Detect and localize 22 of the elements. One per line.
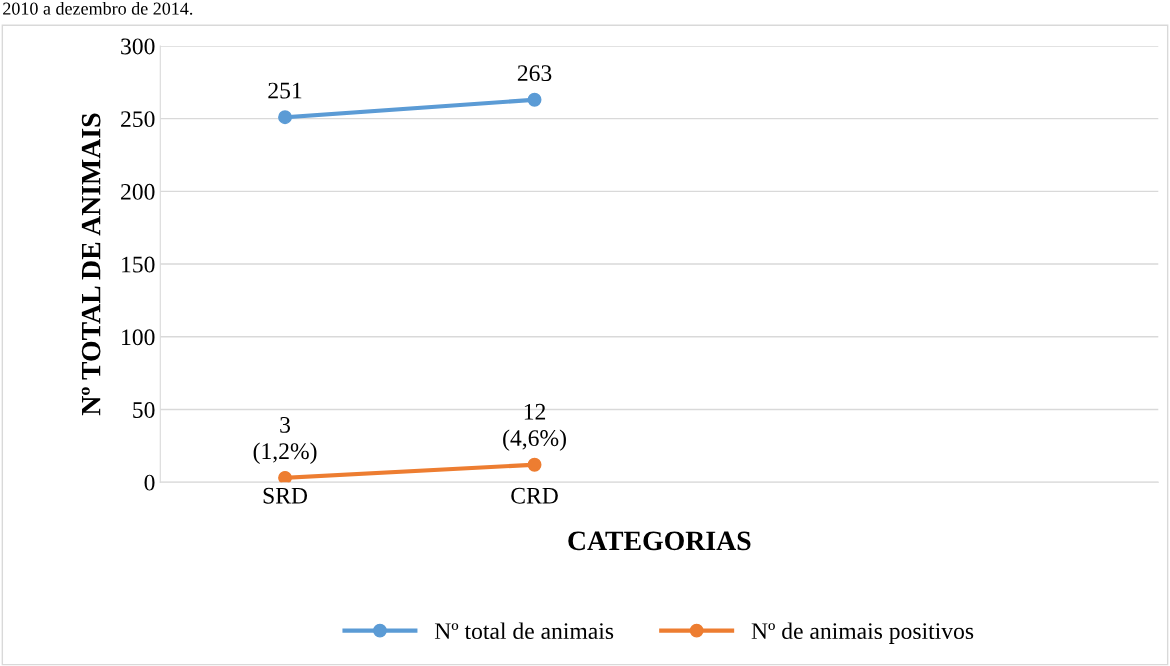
y-tick-label: 150 <box>122 256 155 273</box>
point <box>278 110 292 125</box>
y-tick-label: 100 <box>122 329 155 346</box>
y-tick-label: 200 <box>121 183 155 200</box>
data-label: 263 <box>517 65 552 82</box>
x-axis-title: CATEGORIAS <box>568 531 751 551</box>
text: 2010 a dezembro de 2014. <box>3 2 193 15</box>
y-tick-label: 300 <box>121 38 155 55</box>
data-label: 12 (4,6%) <box>503 403 566 451</box>
point <box>278 470 292 483</box>
y-tick-label: 250 <box>121 111 155 128</box>
data-label: 251 <box>268 82 302 99</box>
x-tick-label: SRD <box>263 487 308 504</box>
x-tick-label: CRD <box>511 487 558 504</box>
legend-label: Nº de animais positivos <box>751 622 974 644</box>
data-label: 3 (1,2%) <box>253 416 317 464</box>
y-tick-label: 50 <box>133 401 155 418</box>
point <box>527 457 542 472</box>
point <box>527 92 542 107</box>
y-tick-label: 0 <box>144 474 155 491</box>
y-axis-title: Nº TOTAL DE ANIMAIS <box>81 113 101 416</box>
legend-label: Nº total de animais <box>434 622 614 640</box>
